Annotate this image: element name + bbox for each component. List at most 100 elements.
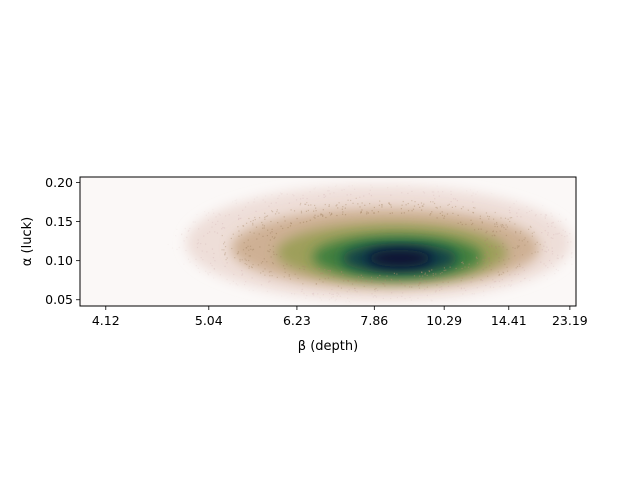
density-speck [341,189,343,191]
density-speck [284,220,286,222]
density-speck [365,280,368,282]
density-speck [230,237,232,240]
density-speck [322,215,324,217]
density-speck [436,185,438,187]
density-speck [492,231,494,233]
density-speck [324,195,327,197]
density-speck [552,221,554,223]
density-speck [299,198,302,200]
density-speck [325,216,327,219]
density-speck [497,271,499,273]
density-speck [439,212,441,215]
density-speck [371,279,373,281]
density-speck [223,243,225,245]
density-speck [329,269,331,272]
density-speck [502,242,504,245]
density-speck [543,263,545,265]
density-speck [237,251,240,253]
density-speck [242,225,245,227]
y-tick-label: 0.20 [45,175,73,190]
density-speck [528,210,531,212]
density-speck [447,204,449,206]
density-speck [304,203,306,205]
density-speck [331,213,333,215]
density-speck [493,234,495,236]
density-speck [311,293,314,295]
density-speck [509,217,511,219]
density-speck [313,216,315,218]
density-speck [202,259,204,261]
density-speck [301,290,303,292]
density-speck [271,211,274,213]
density-speck [509,285,512,287]
density-speck [342,206,344,208]
density-speck [274,236,276,238]
density-speck [502,272,505,274]
density-speck [271,236,273,238]
density-speck [355,197,357,199]
density-speck [328,205,330,207]
density-speck [389,212,391,215]
density-speck [350,199,352,202]
density-speck [441,288,443,290]
density-speck [347,280,350,282]
density-speck [388,202,390,204]
density-speck [423,192,426,194]
density-speck [468,263,470,265]
density-speck [294,273,296,275]
x-tick-label: 6.23 [283,313,311,328]
density-speck [375,296,378,298]
density-speck [499,285,501,288]
density-speck [521,254,524,256]
density-speck [504,217,507,219]
density-speck [516,265,519,268]
density-speck [423,279,425,282]
density-speck [314,268,316,270]
density-speck [287,226,289,229]
density-speck [269,275,271,277]
density-speck [435,290,437,292]
density-speck [226,278,228,281]
density-speck [317,215,319,217]
density-speck [476,262,479,264]
density-speck [253,198,256,200]
density-speck [540,213,542,216]
density-speck [498,274,500,276]
density-speck [569,232,571,235]
density-speck [435,206,437,209]
density-speck [491,235,493,237]
density-speck [295,199,298,201]
density-speck [492,218,495,220]
density-speck [241,273,244,275]
density-speck [234,199,236,201]
density-speck [457,222,459,224]
density-speck [288,275,290,277]
density-speck [262,261,264,263]
density-speck [481,222,483,224]
density-speck [356,291,358,293]
density-speck [418,284,420,287]
density-speck [314,204,316,207]
density-speck [246,263,248,266]
density-speck [293,195,295,197]
density-speck [418,283,420,285]
density-speck [377,277,379,279]
density-speck [460,280,462,282]
density-speck [201,250,203,252]
density-speck [264,195,267,197]
density-speck [266,234,269,237]
density-speck [422,275,424,277]
density-speck [224,254,226,256]
density-speck [253,232,255,234]
density-speck [313,188,315,190]
density-speck [328,273,330,275]
density-speck [297,277,299,280]
density-speck [350,193,352,196]
density-speck [547,225,549,228]
density-speck [268,205,270,207]
density-speck [375,287,377,290]
density-speck [242,209,244,211]
density-speck [518,208,520,211]
density-speck [508,258,510,260]
plot-frame [79,176,577,307]
